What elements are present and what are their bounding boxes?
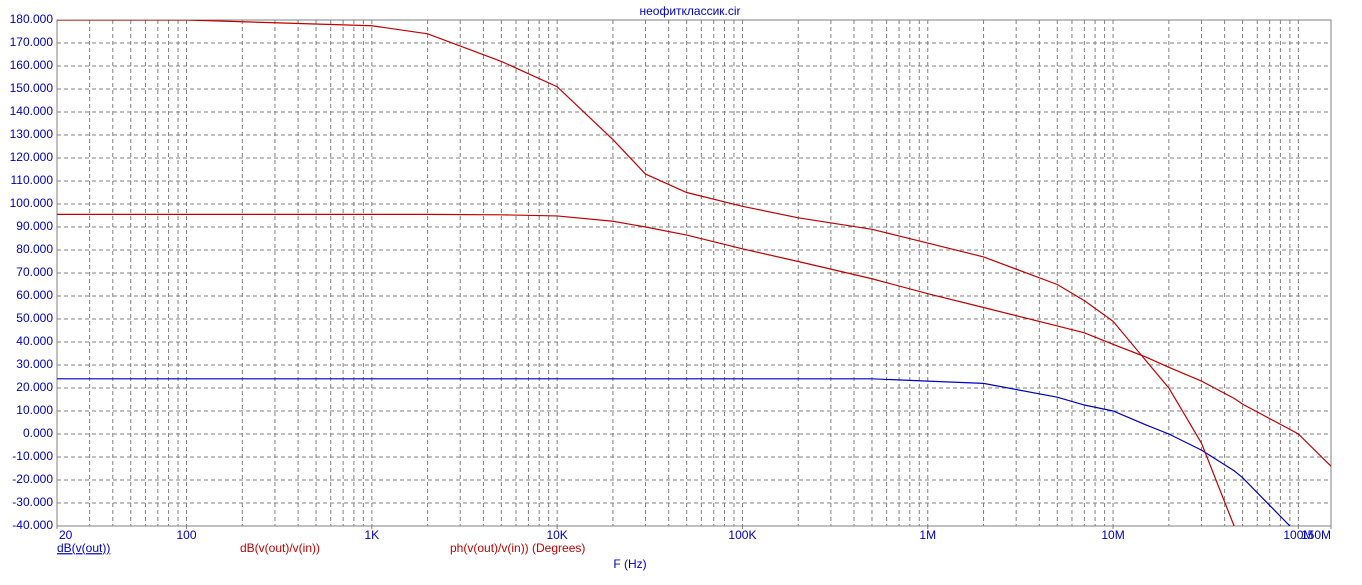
x-tick-label: 100M bbox=[1283, 528, 1313, 542]
y-tick-label: 40.000 bbox=[16, 334, 53, 348]
y-tick-label: -40.000 bbox=[12, 518, 53, 532]
y-tick-label: 110.000 bbox=[11, 173, 54, 187]
series-line bbox=[57, 20, 1235, 526]
y-tick-label: -20.000 bbox=[12, 472, 53, 486]
x-tick-label: 10M bbox=[1101, 528, 1124, 542]
x-tick-label: 100 bbox=[177, 528, 197, 542]
plot-area bbox=[57, 20, 1331, 526]
y-tick-label: 120.000 bbox=[10, 150, 54, 164]
y-tick-label: 80.000 bbox=[16, 242, 53, 256]
x-tick-label: 20 bbox=[59, 528, 73, 542]
x-tick-label: 10K bbox=[546, 528, 567, 542]
y-tick-label: 30.000 bbox=[16, 357, 53, 371]
y-tick-label: -10.000 bbox=[12, 449, 53, 463]
legend-label: dB(v(out)) bbox=[57, 541, 110, 555]
y-tick-label: 0.000 bbox=[23, 426, 53, 440]
x-axis-label: F (Hz) bbox=[613, 557, 646, 571]
y-tick-label: 180.000 bbox=[10, 12, 54, 26]
y-tick-label: 150.000 bbox=[10, 81, 54, 95]
y-tick-label: 90.000 bbox=[16, 219, 53, 233]
x-tick-label: 100K bbox=[728, 528, 756, 542]
y-tick-label: 130.000 bbox=[10, 127, 54, 141]
y-tick-label: 160.000 bbox=[10, 58, 54, 72]
y-tick-label: 20.000 bbox=[16, 380, 53, 394]
y-tick-label: 50.000 bbox=[16, 311, 53, 325]
y-tick-label: -30.000 bbox=[12, 495, 53, 509]
y-tick-label: 170.000 bbox=[10, 35, 54, 49]
x-tick-label: 150M bbox=[1301, 528, 1331, 542]
y-tick-label: 60.000 bbox=[16, 288, 53, 302]
chart-title: неофитклассик.cir bbox=[639, 4, 740, 18]
y-tick-label: 10.000 bbox=[16, 403, 53, 417]
series-line bbox=[57, 213, 1331, 467]
y-tick-label: 70.000 bbox=[16, 265, 53, 279]
legend-label: dB(v(out)/v(in)) bbox=[240, 541, 320, 555]
y-tick-label: 100.000 bbox=[10, 196, 54, 210]
legend-label: ph(v(out)/v(in)) (Degrees) bbox=[450, 541, 585, 555]
x-tick-label: 1M bbox=[919, 528, 936, 542]
y-tick-label: 140.000 bbox=[10, 104, 54, 118]
series-line bbox=[57, 378, 1291, 526]
x-tick-label: 1K bbox=[364, 528, 379, 542]
